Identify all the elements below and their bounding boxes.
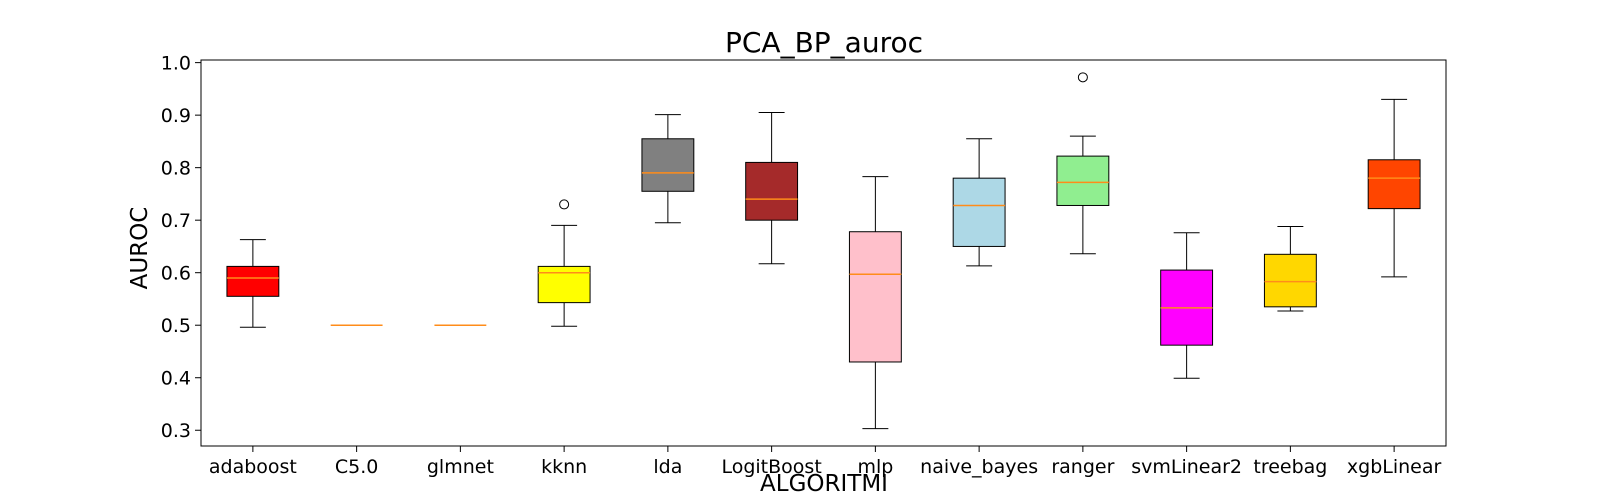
x-tick-label: xgbLinear	[1347, 456, 1442, 478]
iqr-box	[1263, 253, 1317, 308]
iqr-box	[537, 265, 591, 304]
y-tick-label: 0.9	[161, 105, 191, 127]
y-tick-label: 0.5	[161, 315, 191, 337]
plot-frame	[200, 59, 1447, 447]
x-tick-label: lda	[653, 456, 682, 478]
x-tick-label: naive_bayes	[920, 456, 1038, 478]
iqr-box	[952, 177, 1006, 247]
box-treebag	[1263, 225, 1317, 312]
box-kknn	[537, 199, 591, 327]
x-tick-label: treebag	[1253, 456, 1327, 478]
x-tick-label: adaboost	[209, 456, 297, 478]
y-axis-title: AUROC	[127, 207, 153, 290]
y-tick-label: 0.3	[161, 420, 191, 442]
y-tick-label: 0.6	[161, 263, 191, 285]
box-LogitBoost	[745, 112, 799, 265]
x-tick-label: LogitBoost	[721, 456, 821, 478]
box-svmLinear2	[1160, 232, 1214, 379]
iqr-box	[848, 231, 902, 363]
box-mlp	[848, 176, 902, 430]
x-tick-label: C5.0	[335, 456, 378, 478]
y-tick-label: 0.8	[161, 158, 191, 180]
y-tick-label: 0.4	[161, 368, 191, 390]
x-axis: adaboost C5.0 glmnet kknn lda LogitBoost mlp na…	[209, 446, 1442, 478]
outlier-point	[559, 199, 570, 210]
box-adaboost	[226, 239, 280, 328]
iqr-box	[1056, 155, 1110, 206]
box-lda	[641, 114, 695, 224]
x-tick-label: glmnet	[427, 456, 494, 478]
y-tick-label: 0.7	[161, 210, 191, 232]
x-axis-title: ALGORITMI	[760, 471, 888, 497]
iqr-box	[745, 161, 799, 221]
y-tick-label: 1.0	[161, 53, 191, 75]
x-tick-label: ranger	[1051, 456, 1114, 478]
box-ranger	[1056, 72, 1110, 255]
box-naive_bayes	[952, 138, 1006, 267]
x-tick-label: svmLinear2	[1131, 456, 1242, 478]
iqr-box	[226, 265, 280, 297]
iqr-box	[641, 138, 695, 192]
x-tick-label: mlp	[857, 456, 893, 478]
y-axis: 0.3 0.4 0.5 0.6 0.7 0.8 0.9 1.0	[161, 53, 201, 442]
x-tick-label: kknn	[541, 456, 587, 478]
box-xgbLinear	[1367, 98, 1421, 278]
chart-title: PCA_BP_auroc	[725, 26, 923, 59]
iqr-box	[1367, 159, 1421, 210]
plot-area	[200, 59, 1447, 447]
outlier-point	[1077, 72, 1088, 83]
